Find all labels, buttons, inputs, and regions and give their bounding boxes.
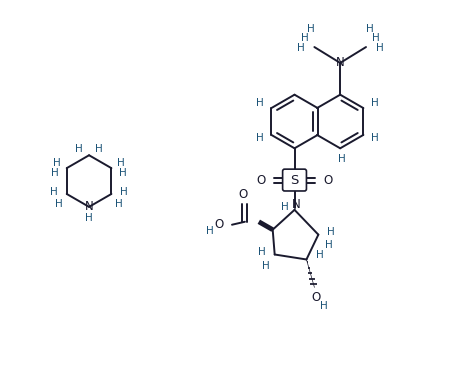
Text: H: H [306, 24, 313, 34]
FancyBboxPatch shape [282, 169, 306, 191]
Text: H: H [75, 144, 83, 154]
Text: H: H [51, 168, 58, 178]
Text: H: H [55, 199, 63, 209]
Text: H: H [117, 158, 125, 168]
Text: O: O [214, 218, 223, 231]
Text: O: O [311, 291, 320, 304]
Text: H: H [327, 227, 334, 237]
Text: H: H [325, 240, 332, 250]
Text: S: S [290, 174, 298, 186]
Text: O: O [323, 174, 332, 186]
Text: H: H [371, 33, 379, 43]
Text: H: H [316, 250, 324, 259]
Text: N: N [292, 199, 300, 211]
Text: H: H [115, 199, 123, 209]
Text: H: H [261, 261, 269, 271]
Text: H: H [50, 187, 57, 197]
Text: H: H [280, 202, 288, 212]
Text: H: H [255, 98, 263, 108]
Text: H: H [95, 144, 103, 154]
Text: N: N [335, 56, 344, 70]
Text: H: H [119, 168, 127, 178]
Text: H: H [53, 158, 61, 168]
Text: N: N [85, 200, 93, 213]
Text: H: H [296, 43, 304, 53]
Text: H: H [85, 213, 93, 223]
Text: H: H [375, 43, 383, 53]
Text: H: H [255, 133, 263, 143]
Text: H: H [371, 133, 378, 143]
Text: H: H [120, 187, 128, 197]
Text: H: H [371, 98, 378, 108]
Text: H: H [338, 154, 345, 164]
Text: O: O [238, 188, 247, 202]
Text: H: H [206, 226, 213, 236]
Text: H: H [257, 247, 265, 256]
Text: O: O [256, 174, 265, 186]
Text: H: H [365, 24, 373, 34]
Text: H: H [320, 301, 327, 311]
Text: H: H [300, 33, 308, 43]
